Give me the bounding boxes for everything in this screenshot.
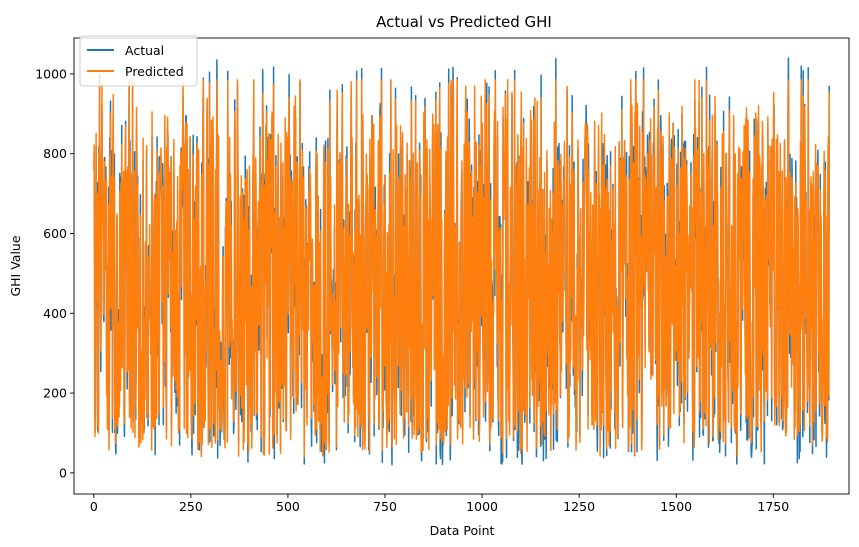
legend-predicted-label: Predicted [125, 64, 184, 79]
x-tick-label: 1500 [660, 499, 692, 514]
x-axis-ticks: 0 250 500 750 1000 1250 1500 1750 [90, 494, 789, 514]
y-tick-label: 800 [43, 146, 67, 161]
y-tick-label: 1000 [35, 66, 67, 81]
plot-frame [73, 37, 850, 495]
chart-title: Actual vs Predicted GHI [376, 13, 552, 31]
legend-box [79, 35, 198, 87]
y-tick-label: 0 [59, 465, 67, 480]
y-axis-ticks: 0 200 400 600 800 1000 [35, 66, 74, 480]
legend: Actual Predicted [79, 35, 198, 87]
x-axis-label: Data Point [430, 523, 495, 538]
x-tick-label: 250 [179, 499, 203, 514]
y-axis-label: GHI Value [8, 235, 23, 296]
x-tick-label: 1000 [466, 499, 498, 514]
y-tick-label: 600 [43, 226, 67, 241]
y-tick-label: 400 [43, 306, 67, 321]
x-tick-label: 750 [373, 499, 397, 514]
series-predicted-line [93, 79, 830, 458]
legend-actual-label: Actual [125, 43, 164, 58]
series-layer [93, 57, 830, 466]
x-tick-label: 0 [90, 499, 98, 514]
x-tick-label: 500 [276, 499, 300, 514]
y-tick-label: 200 [43, 386, 67, 401]
x-tick-label: 1250 [563, 499, 595, 514]
x-tick-label: 1750 [757, 499, 789, 514]
